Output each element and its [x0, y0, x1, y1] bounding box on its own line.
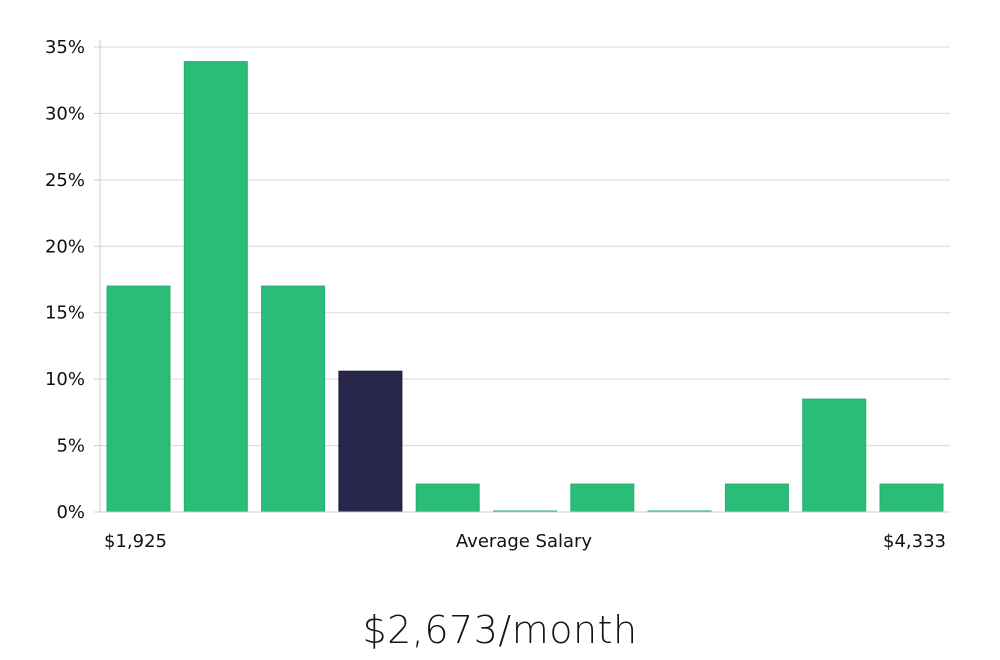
x-axis-title: Average Salary: [456, 531, 593, 552]
histogram-bar: [415, 483, 480, 513]
histogram-bar: [106, 285, 171, 513]
y-tick-label: 25%: [45, 170, 85, 191]
y-tick-label: 20%: [45, 236, 85, 257]
y-tick-label: 5%: [56, 436, 85, 457]
histogram-bar: [183, 61, 248, 513]
y-tick-label: 0%: [56, 502, 85, 523]
x-max-label: $4,333: [883, 531, 946, 552]
y-tick-label: 10%: [45, 369, 85, 390]
histogram-bar: [879, 483, 944, 513]
salary-histogram: 0% 5% 10% 15% 20% 25% 30% 35% $1,925 Average Sa…: [45, 37, 950, 552]
axes: 0% 5% 10% 15% 20% 25% 30% 35%: [45, 37, 950, 523]
y-tick-label: 15%: [45, 303, 85, 324]
average-salary-headline: $2,673/month: [362, 608, 638, 652]
histogram-bar: [261, 285, 326, 513]
histogram-bar: [724, 483, 789, 513]
y-tick-label: 35%: [45, 37, 85, 58]
y-tick-label: 30%: [45, 103, 85, 124]
bars: [106, 61, 944, 513]
histogram-bar: [802, 398, 867, 513]
histogram-bar-highlighted: [338, 370, 403, 513]
x-min-label: $1,925: [104, 531, 167, 552]
histogram-bar: [570, 483, 635, 513]
